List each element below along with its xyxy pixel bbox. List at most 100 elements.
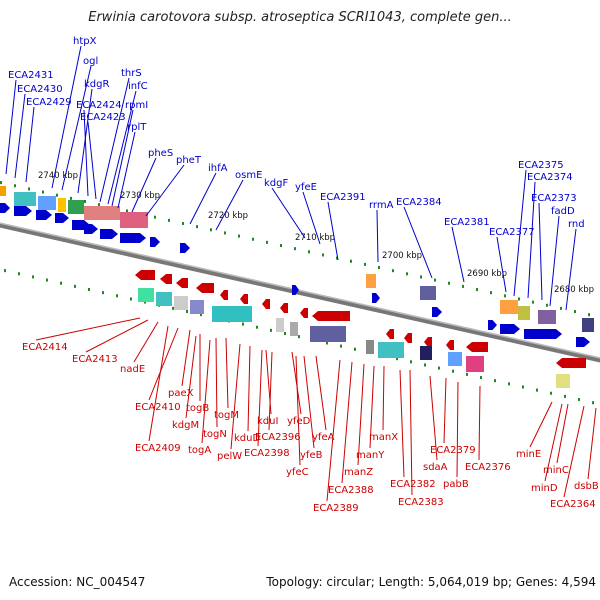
- gene-label-bottom[interactable]: ECA2396: [255, 432, 301, 443]
- gene-label-top[interactable]: htpX: [73, 36, 97, 47]
- gene-label-bottom[interactable]: kduI: [257, 416, 278, 427]
- gene-label-top[interactable]: ECA2384: [396, 197, 442, 208]
- gene-label-bottom[interactable]: manZ: [344, 467, 373, 478]
- gene-label-bottom[interactable]: togA: [188, 445, 211, 456]
- gene-label-top[interactable]: ECA2373: [531, 193, 577, 204]
- gene-label-top[interactable]: ECA2377: [489, 227, 535, 238]
- gene-label-bottom[interactable]: paeX: [168, 388, 194, 399]
- gene-label-top[interactable]: ECA2391: [320, 192, 366, 203]
- reverse-gene-arrow[interactable]: [160, 274, 172, 284]
- reverse-gene-arrow[interactable]: [300, 308, 308, 318]
- gene-label-top[interactable]: pheS: [148, 148, 173, 159]
- gene-label-top[interactable]: ECA2430: [17, 84, 63, 95]
- gene-block[interactable]: [466, 356, 484, 372]
- reverse-gene-arrow[interactable]: [556, 358, 586, 368]
- gene-label-top[interactable]: ECA2375: [518, 160, 564, 171]
- gene-block[interactable]: [518, 306, 530, 320]
- gene-block[interactable]: [556, 374, 570, 388]
- gene-label-bottom[interactable]: ECA2376: [465, 462, 511, 473]
- gene-label-top[interactable]: rnd: [568, 219, 585, 230]
- gene-label-top[interactable]: ECA2431: [8, 70, 54, 81]
- gene-label-bottom[interactable]: yfeD: [287, 416, 311, 427]
- gene-label-bottom[interactable]: togM: [214, 410, 239, 421]
- forward-gene-arrow[interactable]: [84, 224, 98, 234]
- gene-block[interactable]: [290, 322, 298, 336]
- forward-gene-arrow[interactable]: [180, 243, 190, 253]
- reverse-gene-arrow[interactable]: [262, 299, 270, 309]
- gene-label-top[interactable]: pheT: [176, 155, 202, 166]
- gene-block[interactable]: [538, 310, 556, 324]
- gene-block[interactable]: [420, 346, 432, 360]
- gene-label-bottom[interactable]: yfeB: [300, 450, 323, 461]
- gene-block[interactable]: [212, 306, 252, 322]
- forward-gene-arrow[interactable]: [150, 237, 160, 247]
- gene-label-bottom[interactable]: sdaA: [423, 462, 448, 473]
- gene-label-top[interactable]: infC: [128, 81, 148, 92]
- reverse-gene-arrow[interactable]: [386, 329, 394, 339]
- gene-label-top[interactable]: ECA2424: [76, 100, 122, 111]
- gene-block[interactable]: [138, 288, 154, 302]
- gene-label-bottom[interactable]: ECA2388: [328, 485, 374, 496]
- gene-label-top[interactable]: ECA2381: [444, 217, 490, 228]
- forward-gene-arrow[interactable]: [36, 210, 52, 220]
- forward-gene-arrow[interactable]: [0, 203, 10, 213]
- gene-label-top[interactable]: thrS: [121, 68, 142, 79]
- reverse-gene-arrow[interactable]: [196, 283, 214, 293]
- gene-block[interactable]: [174, 296, 188, 310]
- forward-gene-arrow[interactable]: [14, 206, 32, 216]
- gene-label-bottom[interactable]: yfeC: [286, 467, 309, 478]
- gene-label-bottom[interactable]: ECA2383: [398, 497, 444, 508]
- reverse-gene-arrow[interactable]: [446, 340, 454, 350]
- gene-block[interactable]: [276, 318, 284, 332]
- gene-block[interactable]: [582, 318, 594, 332]
- reverse-gene-arrow[interactable]: [135, 270, 155, 280]
- gene-label-bottom[interactable]: yfeA: [312, 432, 335, 443]
- reverse-gene-arrow[interactable]: [466, 342, 488, 352]
- gene-label-top[interactable]: ECA2429: [26, 97, 72, 108]
- forward-gene-arrow[interactable]: [55, 213, 69, 223]
- gene-block[interactable]: [156, 292, 172, 306]
- gene-block[interactable]: [420, 286, 436, 300]
- gene-label-bottom[interactable]: ECA2414: [22, 342, 68, 353]
- gene-block[interactable]: [14, 192, 36, 206]
- gene-label-top[interactable]: yfeE: [295, 182, 317, 193]
- gene-label-bottom[interactable]: togN: [203, 429, 227, 440]
- gene-label-bottom[interactable]: minD: [531, 483, 558, 494]
- gene-label-bottom[interactable]: ECA2398: [244, 448, 290, 459]
- gene-label-top[interactable]: fadD: [551, 206, 575, 217]
- gene-label-top[interactable]: rplT: [127, 122, 147, 133]
- gene-label-bottom[interactable]: togB: [186, 403, 209, 414]
- reverse-gene-arrow[interactable]: [220, 290, 228, 300]
- gene-block[interactable]: [38, 196, 56, 210]
- gene-label-top[interactable]: ECA2423: [80, 112, 126, 123]
- forward-gene-arrow[interactable]: [524, 329, 562, 339]
- gene-label-top[interactable]: kdgR: [84, 79, 109, 90]
- gene-label-top[interactable]: osmE: [235, 170, 262, 181]
- reverse-gene-arrow[interactable]: [312, 311, 350, 321]
- gene-label-bottom[interactable]: nadE: [120, 364, 145, 375]
- gene-block[interactable]: [378, 342, 404, 358]
- gene-label-bottom[interactable]: minC: [543, 465, 569, 476]
- gene-block[interactable]: [68, 200, 84, 214]
- gene-label-bottom[interactable]: kdgM: [172, 420, 199, 431]
- gene-block[interactable]: [366, 274, 376, 288]
- gene-label-bottom[interactable]: kduD: [234, 433, 260, 444]
- gene-label-top[interactable]: ihfA: [208, 163, 228, 174]
- gene-block[interactable]: [84, 206, 120, 220]
- gene-label-bottom[interactable]: ECA2364: [550, 499, 596, 510]
- gene-label-bottom[interactable]: ECA2389: [313, 503, 359, 514]
- gene-label-bottom[interactable]: ECA2382: [390, 479, 436, 490]
- gene-label-bottom[interactable]: pabB: [443, 479, 469, 490]
- gene-block[interactable]: [0, 186, 6, 196]
- gene-label-bottom[interactable]: manY: [356, 450, 385, 461]
- gene-label-bottom[interactable]: pelW: [217, 451, 242, 462]
- forward-gene-arrow[interactable]: [576, 337, 590, 347]
- forward-gene-arrow[interactable]: [120, 233, 146, 243]
- gene-label-bottom[interactable]: minE: [516, 449, 541, 460]
- gene-block[interactable]: [190, 300, 204, 314]
- gene-block[interactable]: [448, 352, 462, 366]
- gene-label-bottom[interactable]: manX: [369, 432, 398, 443]
- gene-label-top[interactable]: kdgF: [264, 178, 288, 189]
- forward-gene-arrow[interactable]: [292, 285, 299, 295]
